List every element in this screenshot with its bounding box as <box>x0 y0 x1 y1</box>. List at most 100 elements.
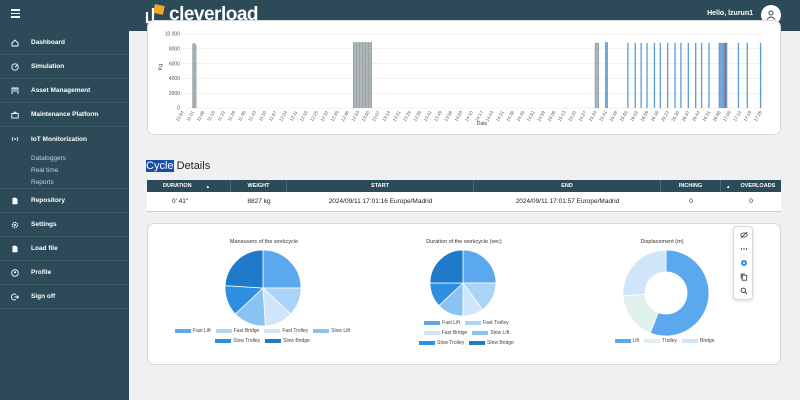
legend-item[interactable]: Slow Bridge <box>265 338 310 344</box>
sort-icon[interactable]: ▲ <box>726 183 731 189</box>
legend-item[interactable]: Slow Lift <box>472 330 509 336</box>
hide-eye-icon[interactable] <box>739 230 749 240</box>
bar[interactable] <box>606 42 608 108</box>
bar[interactable] <box>634 42 636 108</box>
legend-item[interactable]: Slow Trolley <box>419 340 464 346</box>
search-icon[interactable] <box>739 286 749 296</box>
legend-item[interactable]: Slow Lift <box>313 328 350 334</box>
sidebar-item-label: Dashboard <box>31 39 65 46</box>
bar[interactable] <box>627 42 629 108</box>
column-header-start[interactable]: START <box>287 180 474 192</box>
bar[interactable] <box>737 42 740 108</box>
sidebar-subitem-real-time[interactable]: Real time <box>31 167 59 174</box>
sidebar-item-iot-monitorization[interactable]: IoT Monitorization <box>0 127 129 151</box>
hamburger-menu-icon[interactable] <box>11 9 20 18</box>
bar[interactable] <box>597 42 600 108</box>
bar[interactable] <box>361 42 364 108</box>
sidebar-item-profile[interactable]: Profile <box>0 261 129 285</box>
bar[interactable] <box>640 42 642 108</box>
sidebar-subitem-reports[interactable]: Reports <box>31 179 54 186</box>
legend-item[interactable]: Bridge <box>682 338 714 344</box>
bar[interactable] <box>195 44 197 108</box>
column-header-weight[interactable]: WEIGHT <box>231 180 287 192</box>
sidebar-subitem-dataloggers[interactable]: Dataloggers <box>31 155 67 162</box>
bar[interactable] <box>726 42 728 108</box>
bar[interactable] <box>700 42 703 108</box>
legend-item[interactable]: Fast Bridge <box>423 330 467 336</box>
table-row[interactable]: 0' 41" 8827 kg 2024/09/11 17:01:16 Europ… <box>147 192 781 212</box>
bar[interactable] <box>646 42 648 108</box>
bar[interactable] <box>720 42 722 108</box>
bar[interactable] <box>653 42 656 108</box>
legend-item[interactable]: Trolley <box>644 338 677 344</box>
bar[interactable] <box>721 42 723 108</box>
legend-item[interactable]: Fast Lift <box>174 328 211 334</box>
pie-slice[interactable] <box>462 249 497 284</box>
bar[interactable] <box>594 42 597 108</box>
x-tick-label: 13:42 <box>423 110 433 123</box>
bar[interactable] <box>360 42 362 108</box>
bar[interactable] <box>366 42 368 108</box>
bar[interactable] <box>680 42 682 108</box>
bar[interactable] <box>354 42 356 108</box>
bar[interactable] <box>352 42 355 108</box>
sidebar-item-load-file[interactable]: Load file <box>0 237 129 261</box>
sidebar-item-asset-management[interactable]: Asset Management <box>0 79 129 103</box>
column-label: DURATION <box>163 183 192 189</box>
legend-item[interactable]: Fast Bridge <box>215 328 259 334</box>
legend-item[interactable]: Fast Trolley <box>464 320 509 326</box>
bar[interactable] <box>596 42 598 108</box>
x-tick-label: 15:13 <box>557 110 567 123</box>
bar[interactable] <box>369 42 371 108</box>
sort-asc-icon[interactable]: ▲ <box>205 183 211 189</box>
column-header-inching[interactable]: INCHING <box>661 180 721 192</box>
bar[interactable] <box>723 42 725 108</box>
sidebar-item-dashboard[interactable]: Dashboard <box>0 31 129 55</box>
column-header-duration[interactable]: DURATION ▲ <box>147 180 231 192</box>
pie-slice[interactable] <box>224 249 264 289</box>
bar[interactable] <box>355 42 358 108</box>
sidebar-item-maintenance-platform[interactable]: Maintenance Platform <box>0 103 129 127</box>
legend-item[interactable]: Slow Bridge <box>469 340 514 346</box>
chart-title-displacement: Displacement (m) <box>640 239 684 245</box>
bar[interactable] <box>659 42 661 108</box>
bar[interactable] <box>674 42 676 108</box>
sidebar-item-settings[interactable]: Settings <box>0 213 129 237</box>
legend-item[interactable]: Fast Lift <box>424 320 460 326</box>
x-tick-label: 16:02 <box>629 110 639 123</box>
x-tick-label: 13:28 <box>402 110 412 123</box>
bar[interactable] <box>192 43 194 108</box>
sidebar-item-sign-off[interactable]: Sign off <box>0 285 129 309</box>
bar[interactable] <box>667 42 669 108</box>
legend-swatch <box>464 321 481 325</box>
brand-logo[interactable]: cleverload <box>144 2 259 28</box>
legend-item[interactable]: Lift <box>614 338 639 344</box>
sidebar-item-simulation[interactable]: Simulation <box>0 55 129 79</box>
bar[interactable] <box>687 42 689 108</box>
bar[interactable] <box>605 42 607 108</box>
bar[interactable] <box>695 42 697 108</box>
column-header-end[interactable]: END <box>474 180 661 192</box>
bar[interactable] <box>708 42 710 108</box>
bar[interactable] <box>718 42 720 108</box>
bar[interactable] <box>193 42 196 108</box>
bar[interactable] <box>358 42 361 108</box>
pie-slice[interactable] <box>262 249 302 289</box>
pie-slice[interactable] <box>429 249 464 284</box>
bar[interactable] <box>364 42 367 108</box>
y-axis-label: Kg <box>158 64 164 70</box>
bar[interactable] <box>367 42 370 108</box>
bar[interactable] <box>357 42 359 108</box>
bar[interactable] <box>724 42 726 108</box>
more-dots-icon[interactable] <box>739 244 749 254</box>
legend-item[interactable]: Slow Trolley <box>215 338 260 344</box>
bar[interactable] <box>363 42 365 108</box>
legend-item[interactable]: Fast Trolley <box>264 328 308 334</box>
settings-gear-icon[interactable] <box>739 258 749 268</box>
bar[interactable] <box>370 42 372 108</box>
sidebar-item-repository[interactable]: Repository <box>0 189 129 213</box>
column-header-overloads[interactable]: ▲ OVERLOADS <box>721 180 781 192</box>
bar[interactable] <box>759 42 762 108</box>
copy-icon[interactable] <box>739 272 749 282</box>
bar[interactable] <box>746 42 748 108</box>
